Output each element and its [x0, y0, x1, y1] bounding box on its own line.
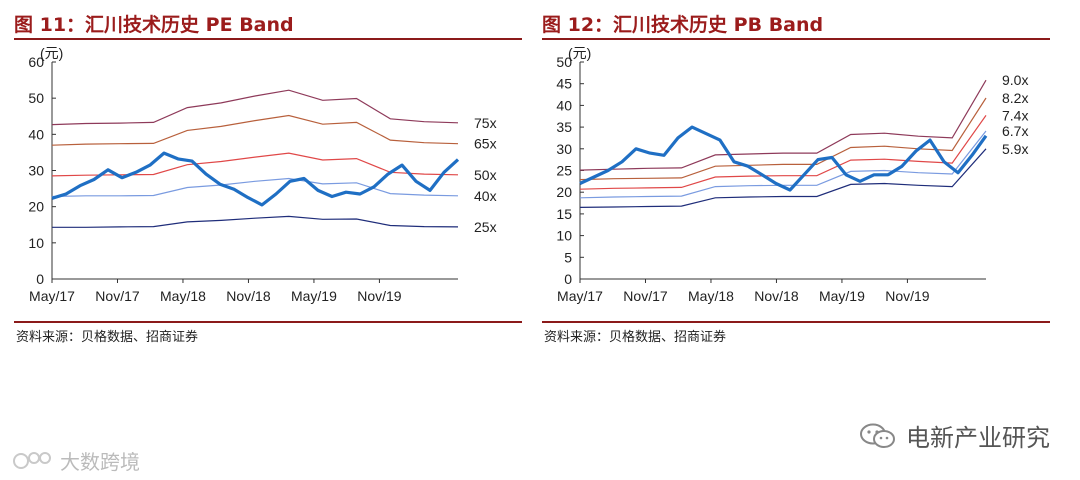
pb-band-source: 资料来源：贝格数据、招商证券 [544, 330, 727, 345]
band-label-40x: 40x [474, 188, 497, 204]
band-line-8.2x [579, 97, 987, 181]
price-line [579, 125, 988, 192]
band-line-65x [51, 114, 459, 146]
y-tick-label: 40 [28, 126, 44, 142]
x-tick-label: Nov/18 [226, 288, 271, 304]
band-line-5.9x [579, 148, 987, 208]
watermark-left-text: 大数跨境 [60, 450, 140, 474]
y-tick-label: 45 [556, 76, 572, 92]
title-rule [14, 38, 522, 40]
x-tick-label: May/18 [688, 288, 734, 304]
band-label-5.9x: 5.9x [1002, 141, 1028, 157]
y-tick-label: 20 [28, 199, 44, 215]
title-rule [542, 38, 1050, 40]
y-tick-label: 35 [556, 119, 572, 135]
x-tick-label: Nov/17 [95, 288, 140, 304]
band-line-75x [51, 89, 459, 126]
wechat-icon [860, 423, 895, 448]
pe-band-panel: 图 11：汇川技术历史 PE Band (元) 0 10 20 30 40 50 60 May/… [14, 0, 524, 350]
y-tick-label: 50 [28, 90, 44, 106]
y-unit-label: (元) [40, 45, 63, 61]
band-label-9.0x: 9.0x [1002, 72, 1028, 88]
pe-band-source: 资料来源：贝格数据、招商证券 [16, 330, 199, 345]
band-label-75x: 75x [474, 115, 497, 131]
x-tick-label: Nov/18 [754, 288, 799, 304]
band-label-8.2x: 8.2x [1002, 90, 1028, 106]
pe-band-chart: (元) 0 10 20 30 40 50 60 May/17 Nov/17 May/18 Nov/18… [28, 45, 497, 304]
y-tick-label: 0 [564, 271, 572, 287]
band-label-50x: 50x [474, 167, 497, 183]
x-tick-label: Nov/19 [885, 288, 930, 304]
brand-logo-icon [13, 451, 51, 469]
source-rule [14, 321, 522, 323]
band-label-6.7x: 6.7x [1002, 123, 1028, 139]
band-label-7.4x: 7.4x [1002, 107, 1028, 123]
price-line [51, 151, 460, 207]
x-tick-label: May/19 [819, 288, 865, 304]
y-tick-label: 40 [556, 97, 572, 113]
band-label-25x: 25x [474, 219, 497, 235]
x-tick-label: May/18 [160, 288, 206, 304]
wechat-watermark: 电新产业研究 [858, 418, 1050, 453]
pb-band-panel: 图 12：汇川技术历史 PB Band (元) 0 5 10 15 20 25 30 35 40 4… [542, 0, 1052, 350]
watermark-right-text: 电新产业研究 [906, 424, 1050, 452]
band-line-25x [52, 215, 459, 228]
pb-band-title: 图 12：汇川技术历史 PB Band [542, 14, 824, 36]
y-unit-label: (元) [568, 45, 591, 61]
y-tick-label: 0 [36, 271, 44, 287]
y-tick-label: 25 [556, 163, 572, 179]
y-tick-label: 30 [556, 141, 572, 157]
brand-watermark: 大数跨境 [12, 446, 140, 475]
x-tick-label: Nov/19 [357, 288, 402, 304]
band-line-40x [51, 177, 459, 198]
y-tick-label: 60 [28, 54, 44, 70]
y-tick-label: 10 [28, 235, 44, 251]
band-line-7.4x [579, 115, 987, 190]
y-tick-label: 15 [556, 206, 572, 222]
x-tick-label: Nov/17 [623, 288, 668, 304]
y-tick-label: 5 [564, 249, 572, 265]
pe-band-title: 图 11：汇川技术历史 PE Band [14, 14, 294, 36]
x-tick-label: May/17 [557, 288, 603, 304]
x-tick-label: May/19 [291, 288, 337, 304]
y-tick-label: 30 [28, 163, 44, 179]
band-line-9.0x [579, 79, 987, 171]
y-tick-label: 20 [556, 184, 572, 200]
source-rule [542, 321, 1050, 323]
band-label-65x: 65x [474, 136, 497, 152]
x-tick-label: May/17 [29, 288, 75, 304]
y-tick-label: 50 [556, 54, 572, 70]
pb-band-chart: (元) 0 5 10 15 20 25 30 35 40 45 50 May/17 Nov/17 May/1… [556, 45, 1028, 304]
y-tick-label: 10 [556, 228, 572, 244]
